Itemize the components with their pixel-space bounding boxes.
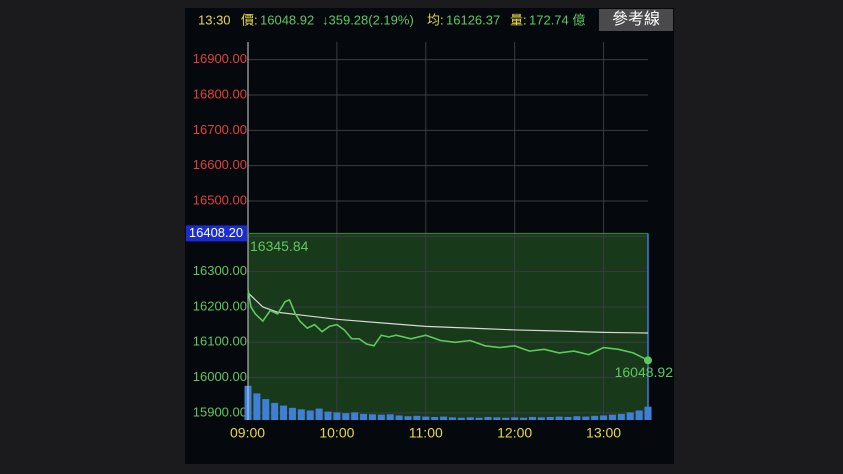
y-tick-label: 16800.00 <box>193 86 247 101</box>
y-tick-label: 16500.00 <box>193 192 247 207</box>
volume-bar <box>386 414 394 420</box>
high-label: 16345.84 <box>250 238 309 254</box>
volume-bar <box>475 417 483 420</box>
volume-bar <box>315 408 323 420</box>
volume-bar <box>600 415 608 420</box>
volume-bar <box>368 414 376 420</box>
y-tick-label: 16200.00 <box>193 298 247 313</box>
series-line <box>247 292 649 334</box>
volume-bar <box>297 409 305 420</box>
volume-bar <box>573 416 581 420</box>
x-tick-label: 11:00 <box>409 425 443 441</box>
reference-label: 16408.20 <box>189 225 243 240</box>
volume-bar <box>395 415 403 420</box>
volume-bar <box>617 413 625 420</box>
volume-bar <box>288 407 296 420</box>
volume-bar <box>413 415 421 420</box>
volume-bar <box>404 416 412 420</box>
volume-bar <box>431 416 439 420</box>
volume-bar <box>635 410 643 420</box>
volume-bar <box>484 416 492 420</box>
volume-bar <box>466 417 474 420</box>
y-tick-label: 16000.00 <box>193 369 247 384</box>
y-tick-label: 16700.00 <box>193 122 247 137</box>
last-label: 16048.92 <box>615 364 674 380</box>
y-tick-label: 16300.00 <box>193 263 247 278</box>
x-tick-label: 10:00 <box>319 425 354 441</box>
volume-bar <box>582 416 590 420</box>
x-tick-label: 12:00 <box>497 425 532 441</box>
header-volume: 172.74 億 <box>529 12 585 27</box>
volume-bar <box>457 417 465 420</box>
volume-bar <box>333 412 341 420</box>
volume-bar <box>262 399 270 420</box>
volume-bar <box>528 416 536 420</box>
volume-bar <box>422 416 430 420</box>
volume-bar <box>342 413 350 420</box>
volume-bar <box>608 414 616 420</box>
volume-bar <box>502 417 510 420</box>
volume-label: 量: <box>510 12 527 27</box>
volume-bar <box>626 412 634 420</box>
header-avg: 16126.37 <box>446 12 500 27</box>
volume-bar <box>271 402 279 420</box>
volume-bar <box>324 411 332 420</box>
volume-bar <box>280 405 288 420</box>
header-price: 16048.92 <box>260 12 314 27</box>
y-tick-label: 16900.00 <box>193 51 247 66</box>
volume-bar <box>564 416 572 420</box>
reference-button[interactable] <box>599 9 673 31</box>
x-tick-label: 09:00 <box>230 425 265 441</box>
volume-bar <box>377 414 385 420</box>
series-line <box>247 289 649 362</box>
volume-bar <box>360 413 368 420</box>
volume-bar <box>351 412 359 420</box>
volume-bar <box>306 410 314 420</box>
volume-bar <box>591 415 599 420</box>
y-tick-label: 16600.00 <box>193 157 247 172</box>
volume-bar <box>253 393 261 420</box>
reference-button-label[interactable]: 參考線 <box>612 10 660 28</box>
volume-bar <box>511 417 519 420</box>
volume-bar <box>520 417 528 420</box>
x-tick-label: 13:00 <box>586 425 621 441</box>
price-label: 價: <box>241 12 258 27</box>
y-tick-label: 16100.00 <box>193 334 247 349</box>
header-time: 13:30 <box>198 12 231 27</box>
y-tick-label: 15900.00 <box>193 404 247 419</box>
avg-label: 均: <box>427 12 444 27</box>
header-change: ↓359.28(2.19%) <box>322 12 414 27</box>
volume-bar <box>537 417 545 420</box>
volume-bar <box>440 416 448 420</box>
volume-bar <box>555 416 563 420</box>
volume-bar <box>448 417 456 420</box>
last-point <box>644 356 652 365</box>
reference-label-box <box>186 225 247 242</box>
volume-bar <box>546 416 554 420</box>
volume-bar <box>493 417 501 420</box>
